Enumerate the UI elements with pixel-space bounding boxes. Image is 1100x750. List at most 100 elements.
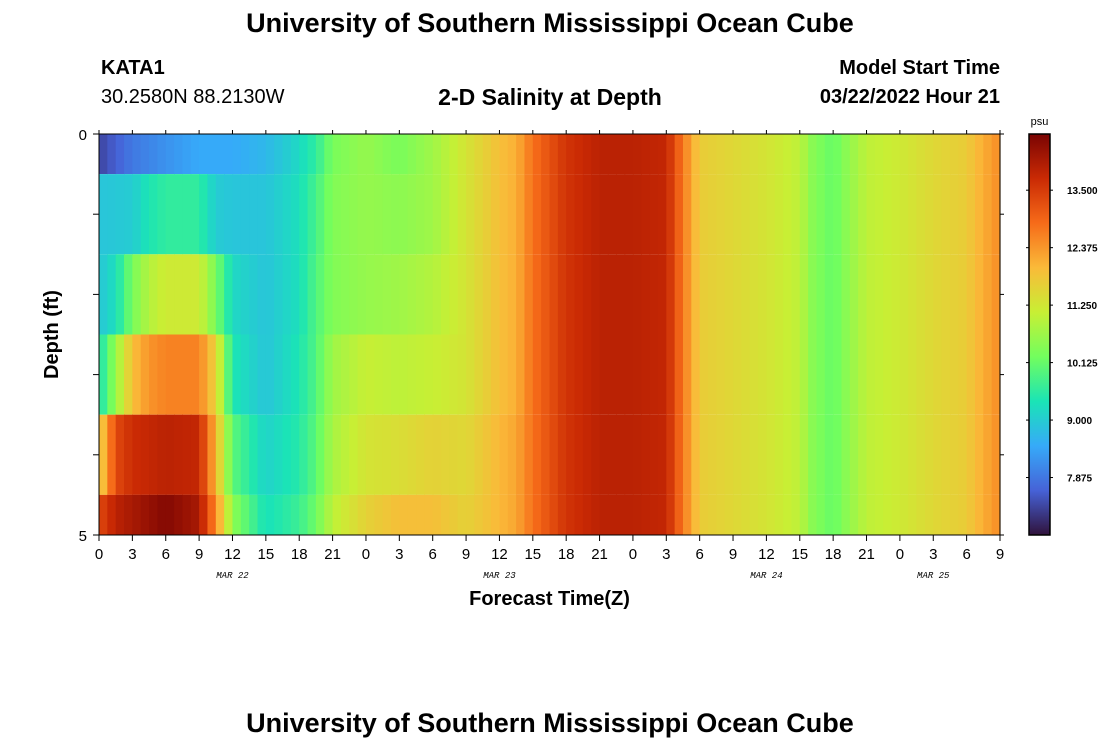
heatmap-cell bbox=[557, 334, 567, 415]
heatmap-cell bbox=[207, 254, 217, 335]
heatmap-cell bbox=[107, 334, 117, 415]
heatmap-cell bbox=[182, 134, 192, 175]
heatmap-cell bbox=[374, 334, 384, 415]
colorbar-tick-label: 7.875 bbox=[1067, 474, 1092, 485]
heatmap-cell bbox=[532, 414, 542, 495]
heatmap-cell bbox=[466, 254, 476, 335]
heatmap-cell bbox=[240, 174, 250, 255]
heatmap-cell bbox=[841, 334, 851, 415]
heatmap-cell bbox=[582, 134, 592, 175]
heatmap-cell bbox=[249, 174, 259, 255]
heatmap-cell bbox=[149, 254, 158, 335]
heatmap-cell bbox=[591, 334, 601, 415]
heatmap-cell bbox=[624, 134, 634, 175]
heatmap-cell bbox=[908, 254, 918, 335]
heatmap-cell bbox=[858, 494, 868, 535]
heatmap-cell bbox=[249, 134, 259, 175]
y-tick-label: 0 bbox=[79, 127, 87, 144]
heatmap-cell bbox=[549, 174, 559, 255]
heatmap-cell bbox=[424, 414, 434, 495]
heatmap-cell bbox=[474, 414, 484, 495]
heatmap-cell bbox=[624, 414, 634, 495]
heatmap-cell bbox=[949, 494, 959, 535]
heatmap-cell bbox=[265, 174, 275, 255]
x-tick-label: 6 bbox=[962, 546, 970, 563]
heatmap-cell bbox=[891, 254, 901, 335]
heatmap-cell bbox=[132, 334, 142, 415]
heatmap-cell bbox=[407, 254, 417, 335]
heatmap-cell bbox=[282, 174, 292, 255]
x-tick-label: 3 bbox=[929, 546, 937, 563]
heatmap-cell bbox=[958, 134, 968, 175]
heatmap-cell bbox=[140, 494, 150, 535]
heatmap-cell bbox=[257, 134, 267, 175]
heatmap-cell bbox=[390, 134, 400, 175]
heatmap-cell bbox=[824, 134, 834, 175]
heatmap-cell bbox=[124, 414, 133, 495]
heatmap-cell bbox=[833, 334, 843, 415]
heatmap-cell bbox=[766, 174, 776, 255]
heatmap-cell bbox=[215, 334, 225, 415]
x-tick-label: 6 bbox=[429, 546, 437, 563]
heatmap-cell bbox=[933, 494, 943, 535]
heatmap-cell bbox=[441, 494, 450, 535]
heatmap-cell bbox=[574, 414, 584, 495]
heatmap-cell bbox=[407, 494, 417, 535]
chart-subtitle: 2-D Salinity at Depth bbox=[438, 84, 662, 110]
heatmap-cell bbox=[941, 334, 951, 415]
heatmap-cell bbox=[691, 414, 701, 495]
heatmap-cell bbox=[699, 254, 709, 335]
heatmap-cell bbox=[340, 254, 350, 335]
heatmap-cell bbox=[190, 254, 200, 335]
heatmap-cell bbox=[257, 254, 267, 335]
heatmap-cell bbox=[199, 414, 209, 495]
heatmap-cell bbox=[157, 414, 167, 495]
heatmap-cell bbox=[858, 174, 868, 255]
heatmap-cell bbox=[841, 254, 851, 335]
heatmap-cell bbox=[224, 334, 234, 415]
heatmap-cell bbox=[841, 174, 851, 255]
heatmap-cell bbox=[449, 334, 459, 415]
heatmap-cell bbox=[758, 414, 767, 495]
heatmap-cell bbox=[883, 174, 893, 255]
heatmap-cell bbox=[891, 494, 901, 535]
heatmap-cell bbox=[399, 494, 409, 535]
heatmap-cell bbox=[107, 414, 117, 495]
heatmap-cell bbox=[466, 134, 476, 175]
heatmap-cell bbox=[624, 494, 634, 535]
heatmap-cell bbox=[874, 134, 884, 175]
heatmap-cell bbox=[607, 174, 617, 255]
heatmap-cell bbox=[507, 134, 517, 175]
heatmap-cell bbox=[599, 494, 609, 535]
heatmap-cell bbox=[265, 254, 275, 335]
heatmap-cell bbox=[224, 414, 234, 495]
heatmap-cell bbox=[674, 174, 684, 255]
heatmap-cell bbox=[799, 414, 809, 495]
heatmap-cell bbox=[974, 174, 984, 255]
heatmap-cell bbox=[624, 334, 634, 415]
heatmap-cell bbox=[699, 494, 709, 535]
heatmap-cell bbox=[632, 334, 642, 415]
heatmap-cell bbox=[532, 254, 542, 335]
heatmap-cell bbox=[507, 494, 517, 535]
heatmap-cell bbox=[966, 334, 976, 415]
heatmap-cell bbox=[499, 254, 509, 335]
heatmap-cell bbox=[441, 334, 450, 415]
heatmap-cell bbox=[799, 494, 809, 535]
heatmap-cell bbox=[641, 414, 651, 495]
heatmap-cell bbox=[274, 334, 284, 415]
x-tick-label: 3 bbox=[395, 546, 403, 563]
heatmap-cell bbox=[866, 494, 876, 535]
heatmap-cell bbox=[132, 254, 142, 335]
heatmap-cell bbox=[933, 134, 943, 175]
heatmap-cell bbox=[532, 334, 542, 415]
heatmap-cell bbox=[674, 254, 684, 335]
heatmap-cell bbox=[824, 494, 834, 535]
heatmap-cell bbox=[716, 134, 726, 175]
heatmap-cell bbox=[616, 134, 626, 175]
heatmap-cell bbox=[557, 414, 567, 495]
x-tick-label: 15 bbox=[791, 546, 808, 563]
heatmap-cell bbox=[340, 414, 350, 495]
heatmap-cell bbox=[816, 254, 826, 335]
heatmap-cell bbox=[349, 334, 359, 415]
